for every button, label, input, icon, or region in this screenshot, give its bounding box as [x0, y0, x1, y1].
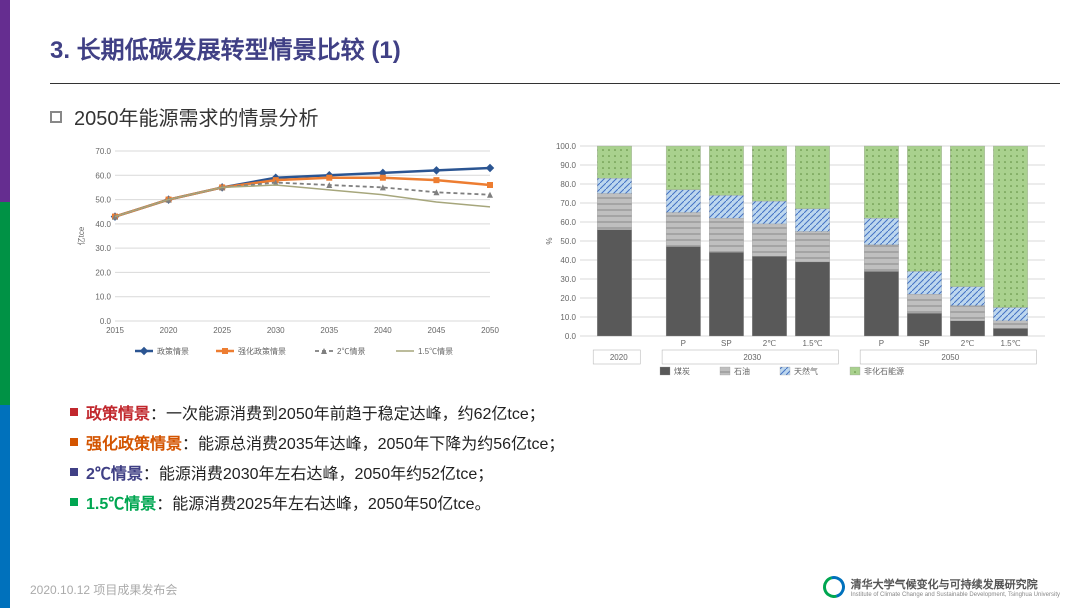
svg-text:40.0: 40.0: [95, 220, 111, 229]
bullet-text: ：一次能源消费到2050年前趋于稳定达峰，约62亿tce；: [150, 400, 545, 424]
svg-text:30.0: 30.0: [95, 244, 111, 253]
logo-text: 清华大学气候变化与可持续发展研究院: [851, 576, 1060, 592]
bullet-item: 强化政策情景：能源总消费2035年达峰，2050年下降为约56亿tce；: [70, 430, 1060, 454]
bullet-square-icon: [70, 468, 78, 476]
bullet-item: 1.5℃情景：能源消费2025年左右达峰，2050年50亿tce。: [70, 490, 1060, 514]
bullet-text: ：能源消费2030年左右达峰，2050年约52亿tce；: [143, 460, 493, 484]
svg-text:0.0: 0.0: [100, 317, 112, 326]
svg-text:SP: SP: [919, 339, 930, 348]
bullet-label: 强化政策情景: [86, 430, 182, 454]
svg-text:40.0: 40.0: [560, 256, 576, 265]
svg-text:%: %: [545, 237, 554, 244]
svg-text:80.0: 80.0: [560, 180, 576, 189]
svg-text:2030: 2030: [267, 326, 285, 335]
svg-text:60.0: 60.0: [560, 218, 576, 227]
bullet-label: 政策情景: [86, 400, 150, 424]
svg-text:2℃: 2℃: [961, 339, 974, 348]
svg-text:非化石能源: 非化石能源: [864, 366, 904, 376]
stacked-chart: 0.0 10.0 20.0 30.0 40.0 50.0 60.0 70.0 80.0 90.0 1…: [540, 141, 1050, 386]
svg-text:2020: 2020: [610, 353, 628, 362]
svg-text:0.0: 0.0: [565, 332, 577, 341]
line-chart: 0.0 10.0 20.0 30.0 40.0 50.0 60.0 70.0 2015 2020 2…: [70, 141, 500, 386]
institute-logo: 清华大学气候变化与可持续发展研究院 Institute of Climate C…: [823, 576, 1060, 598]
bullet-square-icon: [70, 498, 78, 506]
page-title: 3. 长期低碳发展转型情景比较 (1): [30, 30, 1060, 65]
svg-text:60.0: 60.0: [95, 171, 111, 180]
title-rule: [50, 83, 1060, 84]
line-chart-svg: 0.0 10.0 20.0 30.0 40.0 50.0 60.0 70.0 2015 2020 2…: [70, 141, 500, 361]
bullet-item: 2℃情景：能源消费2030年左右达峰，2050年约52亿tce；: [70, 460, 1060, 484]
svg-text:SP: SP: [721, 339, 732, 348]
svg-text:2030: 2030: [743, 353, 761, 362]
svg-text:1.5℃情景: 1.5℃情景: [418, 346, 453, 356]
svg-text:50.0: 50.0: [95, 196, 111, 205]
charts-row: 0.0 10.0 20.0 30.0 40.0 50.0 60.0 70.0 2015 2020 2…: [70, 141, 1060, 386]
svg-text:2050: 2050: [481, 326, 499, 335]
logo-text-block: 清华大学气候变化与可持续发展研究院 Institute of Climate C…: [851, 576, 1060, 598]
svg-text:P: P: [879, 339, 884, 348]
svg-text:70.0: 70.0: [560, 199, 576, 208]
footer-text: 2020.10.12 项目成果发布会: [30, 581, 177, 598]
svg-text:天然气: 天然气: [794, 366, 818, 376]
svg-text:2015: 2015: [106, 326, 124, 335]
bullet-item: 政策情景：一次能源消费到2050年前趋于稳定达峰，约62亿tce；: [70, 400, 1060, 424]
side-stripe-1: [0, 0, 10, 202]
svg-text:50.0: 50.0: [560, 237, 576, 246]
svg-text:2045: 2045: [428, 326, 446, 335]
svg-text:20.0: 20.0: [95, 268, 111, 277]
svg-text:亿tce: 亿tce: [76, 226, 86, 245]
svg-text:2℃情景: 2℃情景: [337, 346, 365, 356]
subtitle-bullet-icon: [50, 111, 62, 123]
svg-text:P: P: [681, 339, 686, 348]
svg-text:煤炭: 煤炭: [674, 366, 690, 376]
svg-text:70.0: 70.0: [95, 147, 111, 156]
svg-text:1.5℃: 1.5℃: [802, 339, 822, 348]
svg-text:政策情景: 政策情景: [157, 346, 189, 356]
svg-text:1.5℃: 1.5℃: [1001, 339, 1021, 348]
logo-c-icon: [819, 572, 849, 602]
bullet-list: 政策情景：一次能源消费到2050年前趋于稳定达峰，约62亿tce；强化政策情景：…: [70, 400, 1060, 514]
subtitle-row: 2050年能源需求的情景分析: [50, 102, 1060, 131]
slide-content: 3. 长期低碳发展转型情景比较 (1) 2050年能源需求的情景分析 0.0 10…: [30, 30, 1060, 588]
svg-text:石油: 石油: [734, 366, 750, 376]
logo-sub: Institute of Climate Change and Sustaina…: [851, 592, 1060, 598]
stacked-chart-svg: 0.0 10.0 20.0 30.0 40.0 50.0 60.0 70.0 80.0 90.0 1…: [540, 141, 1050, 381]
svg-text:2035: 2035: [320, 326, 338, 335]
svg-text:强化政策情景: 强化政策情景: [238, 346, 286, 356]
svg-text:10.0: 10.0: [95, 293, 111, 302]
svg-text:30.0: 30.0: [560, 275, 576, 284]
bullet-square-icon: [70, 438, 78, 446]
svg-text:20.0: 20.0: [560, 294, 576, 303]
svg-text:2040: 2040: [374, 326, 392, 335]
svg-text:2025: 2025: [213, 326, 231, 335]
svg-text:10.0: 10.0: [560, 313, 576, 322]
bullet-square-icon: [70, 408, 78, 416]
svg-text:90.0: 90.0: [560, 161, 576, 170]
svg-text:100.0: 100.0: [556, 142, 577, 151]
bullet-label: 2℃情景: [86, 460, 143, 484]
side-stripe-3: [0, 405, 10, 608]
svg-text:2020: 2020: [160, 326, 178, 335]
side-stripe-2: [0, 202, 10, 404]
svg-text:2050: 2050: [941, 353, 959, 362]
bullet-text: ：能源总消费2035年达峰，2050年下降为约56亿tce；: [182, 430, 564, 454]
subtitle: 2050年能源需求的情景分析: [74, 102, 319, 131]
bullet-label: 1.5℃情景: [86, 490, 156, 514]
bullet-text: ：能源消费2025年左右达峰，2050年50亿tce。: [156, 490, 490, 514]
svg-text:2℃: 2℃: [763, 339, 776, 348]
